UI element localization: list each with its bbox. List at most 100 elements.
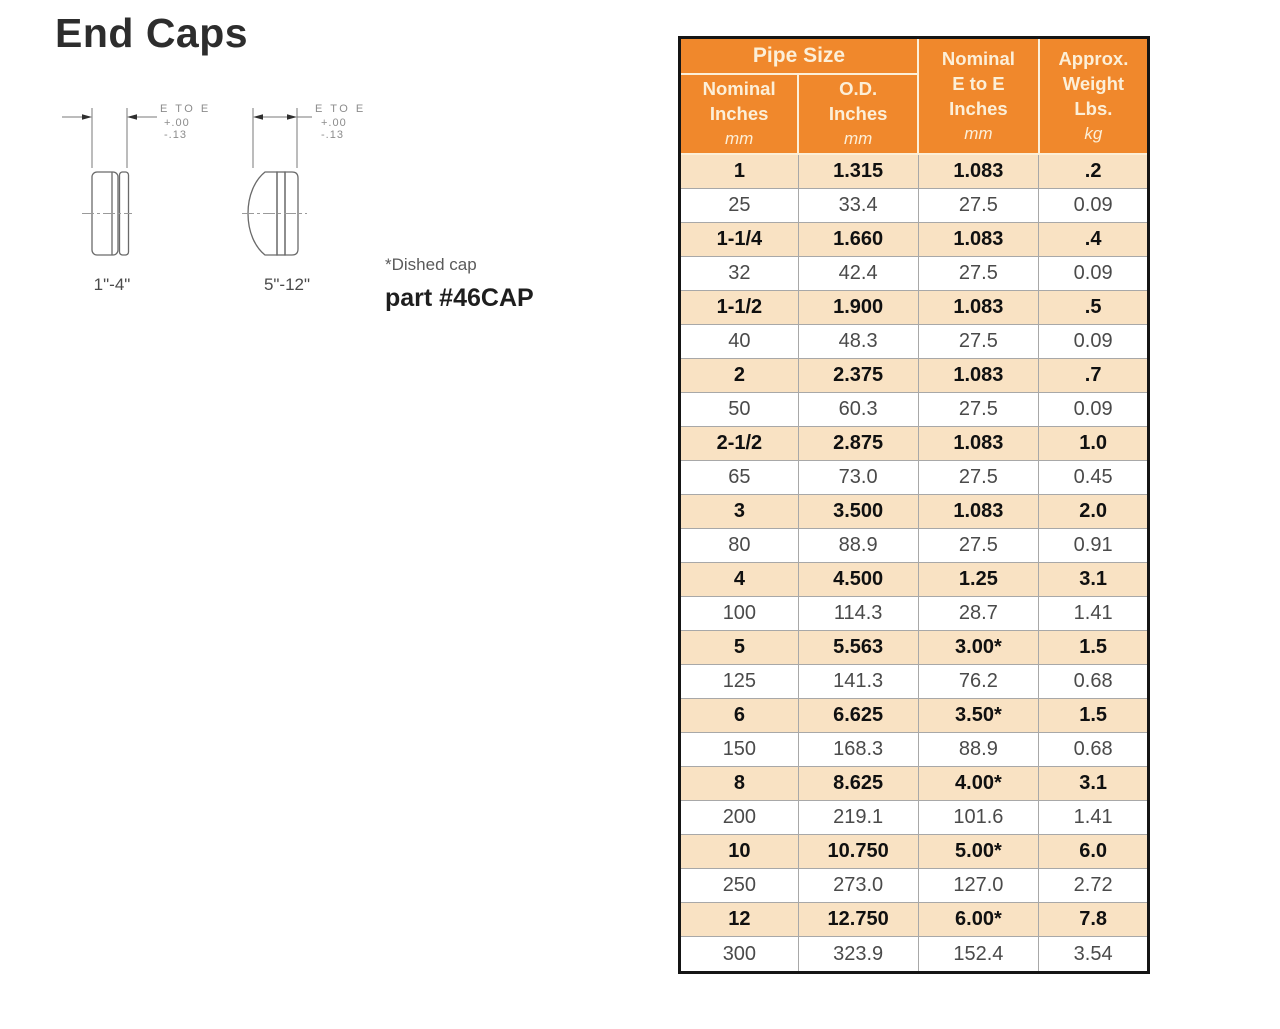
cell-e-to-e: 1.083 [917,153,1040,189]
cell-od: 12.750 [797,902,919,938]
cell-od: 42.4 [797,255,919,291]
cell-weight: 6.0 [1038,834,1149,870]
table-row: 25 33.4 27.5 0.09 [679,187,1149,223]
cell-e-to-e: 5.00* [917,834,1040,870]
cell-od: 88.9 [797,528,919,564]
cell-weight: 1.41 [1038,800,1149,836]
table-row: 12 12.750 6.00* 7.8 [679,902,1149,938]
cell-nominal-size: 200 [679,800,799,836]
arrowhead-icon [287,114,297,120]
header-nominal: Nominal Inches mm [678,72,800,155]
cell-nominal-size: 5 [679,630,799,666]
cell-nominal-size: 1-1/2 [679,289,799,325]
size-range-label: 5"-12" [264,275,310,294]
cell-e-to-e: 27.5 [917,255,1040,291]
cell-e-to-e: 27.5 [917,459,1040,496]
cell-weight: .5 [1038,289,1149,325]
cell-weight: 0.68 [1038,664,1149,700]
table-row: 4 4.500 1.25 3.1 [679,562,1149,598]
table-row: 2-1/2 2.875 1.083 1.0 [679,425,1149,461]
cell-e-to-e: 27.5 [917,391,1040,427]
header-unit: mm [843,129,873,148]
cell-od: 1.900 [797,289,919,325]
cell-weight: 0.09 [1038,187,1149,223]
cell-weight: .7 [1038,357,1149,393]
cell-e-to-e: 27.5 [917,187,1040,223]
cell-weight: 2.0 [1038,494,1149,530]
cell-weight: 0.09 [1038,323,1149,359]
cell-e-to-e: 88.9 [917,732,1040,768]
cell-e-to-e: 152.4 [917,936,1040,973]
flat-cap-drawing: E TO E +.00 -.13 1"-4" [62,103,211,294]
cell-e-to-e: 6.00* [917,902,1040,938]
header-line: Weight [1062,72,1125,94]
cell-e-to-e: 3.00* [917,630,1040,666]
cell-nominal-size: 125 [679,664,799,700]
tolerance-plus: +.00 [321,117,347,129]
cell-e-to-e: 1.083 [917,221,1040,257]
cell-nominal-size: 80 [679,528,799,564]
cell-nominal-size: 1-1/4 [679,221,799,257]
cell-od: 2.875 [797,425,919,461]
header-line: Nominal [941,47,1015,69]
cell-od: 2.375 [797,357,919,393]
cell-weight: 3.1 [1038,766,1149,802]
cell-nominal-size: 6 [679,698,799,734]
table-row: 1 1.315 1.083 .2 [679,153,1149,189]
cell-e-to-e: 1.083 [917,494,1040,530]
cell-od: 3.500 [797,494,919,530]
cell-e-to-e: 3.50* [917,698,1040,734]
table-row: 10 10.750 5.00* 6.0 [679,834,1149,870]
cell-nominal-size: 65 [679,459,799,496]
header-line: Nominal [702,78,776,99]
cell-weight: 1.5 [1038,630,1149,666]
cell-od: 4.500 [797,562,919,598]
table-row: 3 3.500 1.083 2.0 [679,494,1149,530]
table-row: 125 141.3 76.2 0.68 [679,664,1149,700]
cell-od: 5.563 [797,630,919,666]
cell-weight: 0.09 [1038,391,1149,427]
header-line: Inches [709,103,769,124]
cell-weight: .2 [1038,153,1149,189]
tolerance-minus: -.13 [164,129,187,141]
header-unit: mm [724,129,754,148]
table-row: 32 42.4 27.5 0.09 [679,255,1149,291]
header-line: Lbs. [1074,97,1113,119]
cell-nominal-size: 40 [679,323,799,359]
cell-od: 114.3 [797,596,919,632]
cell-nominal-size: 1 [679,153,799,189]
cell-weight: 1.0 [1038,425,1149,461]
cell-weight: 1.5 [1038,698,1149,734]
cell-weight: 0.09 [1038,255,1149,291]
header-line: O.D. [839,78,878,99]
table-row: 2 2.375 1.083 .7 [679,357,1149,393]
tolerance-minus: -.13 [321,129,344,141]
header-group-label: Pipe Size [752,43,846,67]
cell-e-to-e: 1.25 [917,562,1040,598]
cell-nominal-size: 300 [679,936,799,973]
dished-cap-drawing: E TO E +.00 -.13 5"-12" [242,103,363,294]
cell-e-to-e: 76.2 [917,664,1040,700]
table-row: 150 168.3 88.9 0.68 [679,732,1149,768]
dim-label: E TO E [160,103,211,115]
cell-nominal-size: 32 [679,255,799,291]
table-row: 200 219.1 101.6 1.41 [679,800,1149,836]
cell-od: 141.3 [797,664,919,700]
table-row: 250 273.0 127.0 2.72 [679,868,1149,904]
table-row: 300 323.9 152.4 3.54 [679,936,1149,973]
cell-e-to-e: 1.083 [917,425,1040,461]
cell-e-to-e: 1.083 [917,357,1040,393]
spec-table-body: 1 1.315 1.083 .2 25 33.4 27.5 0.09 1-1/4… [679,153,1149,973]
cell-od: 273.0 [797,868,919,904]
header-line: Approx. [1058,47,1129,69]
cell-nominal-size: 25 [679,187,799,223]
arrowhead-icon [82,114,92,120]
table-row: 40 48.3 27.5 0.09 [679,323,1149,359]
header-line: Inches [828,103,888,124]
cell-nominal-size: 3 [679,494,799,530]
cell-weight: 3.1 [1038,562,1149,598]
cell-od: 8.625 [797,766,919,802]
table-row: 8 8.625 4.00* 3.1 [679,766,1149,802]
end-cap-technical-drawing: E TO E +.00 -.13 1"-4" E TO E +.00 -.13 … [62,103,363,294]
tolerance-plus: +.00 [164,117,190,129]
